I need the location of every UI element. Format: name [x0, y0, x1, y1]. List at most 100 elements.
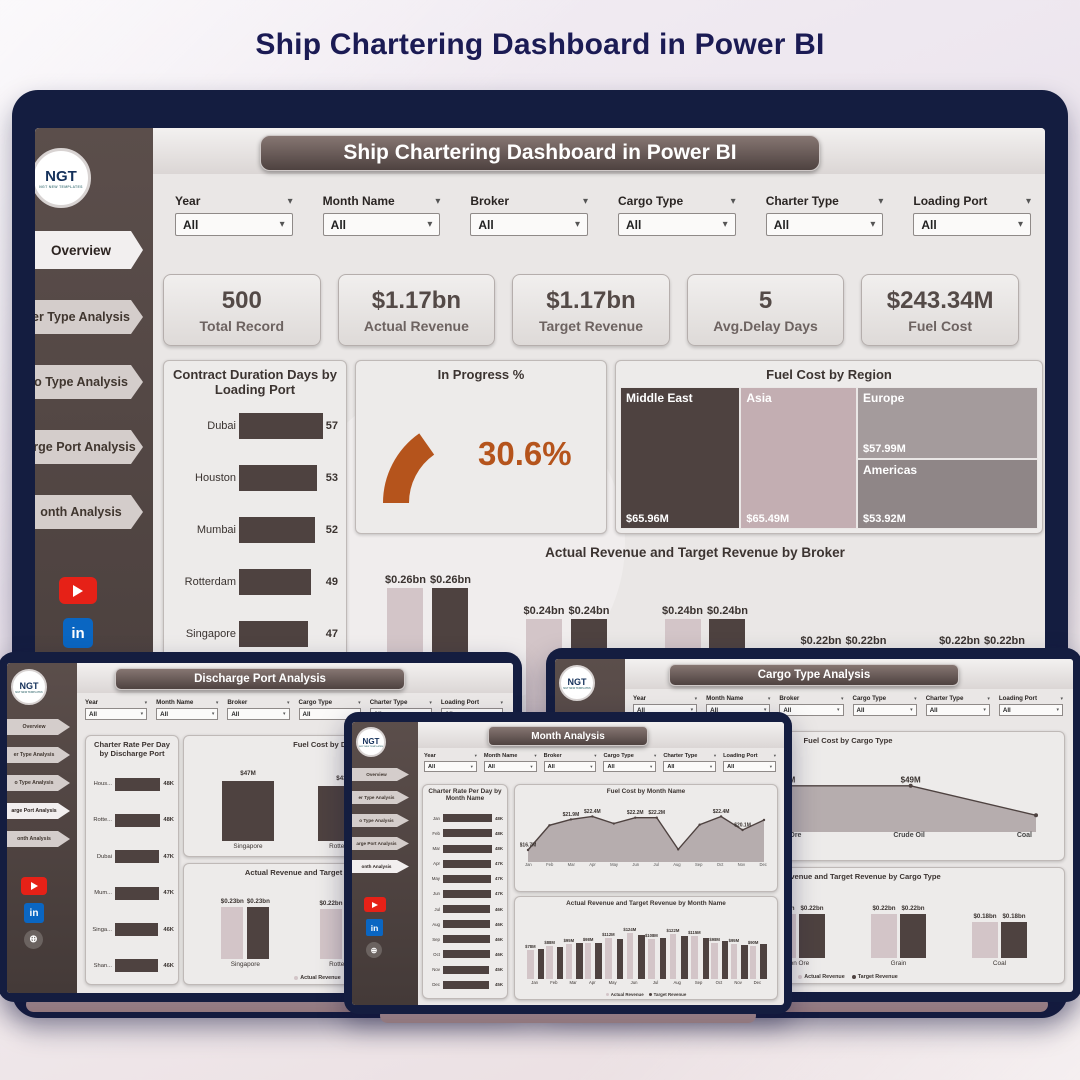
- bar[interactable]: [730, 943, 738, 979]
- filter-dropdown[interactable]: All ▾: [913, 213, 1032, 236]
- nav-item[interactable]: o Type Analysis: [352, 814, 409, 827]
- bar[interactable]: [115, 923, 159, 937]
- filter-dropdown[interactable]: All ▾: [765, 213, 884, 236]
- bar[interactable]: [605, 937, 612, 979]
- nav-item[interactable]: o Type Analysis: [7, 775, 70, 791]
- nav-item[interactable]: onth Analysis: [35, 495, 143, 529]
- bar[interactable]: [972, 922, 998, 958]
- nav-item[interactable]: Overview: [7, 719, 70, 735]
- bar[interactable]: [576, 943, 583, 979]
- bar[interactable]: [443, 859, 491, 868]
- bar[interactable]: [221, 907, 244, 959]
- filter-dropdown[interactable]: All ▾: [723, 761, 776, 772]
- linkedin-icon[interactable]: in: [366, 919, 383, 936]
- bar[interactable]: [443, 889, 491, 898]
- filter-dropdown[interactable]: All ▾: [322, 213, 441, 236]
- bar[interactable]: [691, 936, 698, 979]
- bar[interactable]: [749, 945, 757, 979]
- bar[interactable]: [648, 939, 655, 979]
- bar[interactable]: [659, 937, 667, 979]
- bar[interactable]: [443, 874, 491, 883]
- bar[interactable]: [443, 950, 490, 959]
- globe-icon[interactable]: ⊕: [24, 930, 43, 949]
- bar[interactable]: [443, 844, 492, 853]
- bar[interactable]: [616, 939, 624, 979]
- bar[interactable]: [239, 517, 316, 543]
- nav-item[interactable]: onth Analysis: [7, 831, 70, 847]
- nav-item[interactable]: arge Port Analysis: [352, 837, 409, 850]
- nav-item[interactable]: er Type Analysis: [352, 791, 409, 804]
- bar[interactable]: [115, 777, 161, 791]
- nav-item[interactable]: Overview: [35, 231, 143, 269]
- bar[interactable]: [239, 569, 311, 595]
- bar[interactable]: [527, 950, 534, 979]
- filter-dropdown[interactable]: All ▾: [779, 704, 844, 716]
- bar[interactable]: [443, 814, 492, 823]
- nav-item[interactable]: arge Port Analysis: [35, 430, 143, 464]
- bar[interactable]: [556, 947, 564, 979]
- treemap-cell[interactable]: Asia $65.49M: [740, 387, 857, 529]
- bar[interactable]: [721, 941, 729, 979]
- nav-item[interactable]: er Type Analysis: [35, 300, 143, 334]
- filter-dropdown[interactable]: All ▾: [156, 708, 219, 720]
- filter-dropdown[interactable]: All ▾: [925, 704, 990, 716]
- bar[interactable]: [681, 935, 688, 979]
- filter-dropdown[interactable]: All ▾: [424, 761, 477, 772]
- bar[interactable]: [239, 621, 309, 647]
- bar[interactable]: [443, 965, 489, 974]
- bar[interactable]: [443, 980, 489, 989]
- nav-item[interactable]: o Type Analysis: [35, 365, 143, 399]
- bar[interactable]: [443, 905, 490, 913]
- filter-dropdown[interactable]: All ▾: [483, 761, 537, 772]
- filter-dropdown[interactable]: All ▾: [85, 708, 148, 720]
- linkedin-icon[interactable]: in: [24, 903, 44, 923]
- bar[interactable]: [239, 413, 323, 439]
- bar[interactable]: [239, 465, 317, 491]
- bar[interactable]: [115, 959, 159, 973]
- globe-icon[interactable]: ⊕: [366, 942, 382, 958]
- bar[interactable]: [626, 933, 634, 979]
- bar[interactable]: [584, 942, 592, 979]
- youtube-icon[interactable]: [21, 877, 47, 895]
- youtube-icon[interactable]: [59, 577, 97, 604]
- bar[interactable]: [546, 946, 553, 979]
- linkedin-icon[interactable]: in: [63, 618, 93, 648]
- bar[interactable]: [222, 781, 274, 841]
- bar[interactable]: [702, 938, 710, 979]
- treemap-cell[interactable]: Middle East $65.96M: [620, 387, 741, 529]
- filter-dropdown[interactable]: All ▾: [998, 704, 1064, 716]
- bar[interactable]: [871, 914, 897, 958]
- bar[interactable]: [595, 943, 602, 979]
- bar[interactable]: [711, 942, 718, 979]
- treemap-cell[interactable]: Americas $53.92M: [857, 458, 1038, 529]
- bar[interactable]: [900, 914, 926, 958]
- filter-dropdown[interactable]: All ▾: [618, 213, 736, 236]
- bar[interactable]: [443, 935, 490, 944]
- nav-item[interactable]: er Type Analysis: [7, 747, 70, 763]
- bar[interactable]: [638, 935, 645, 979]
- bar[interactable]: [247, 907, 270, 959]
- nav-item[interactable]: onth Analysis: [352, 860, 409, 873]
- bar[interactable]: [443, 829, 492, 838]
- nav-item[interactable]: Overview: [352, 768, 409, 781]
- treemap-cell[interactable]: Europe $57.99M: [857, 387, 1038, 459]
- bar[interactable]: [115, 886, 160, 900]
- bar[interactable]: [741, 944, 748, 979]
- bar[interactable]: [565, 943, 573, 979]
- bar[interactable]: [537, 949, 545, 979]
- filter-dropdown[interactable]: All ▾: [852, 704, 917, 716]
- filter-dropdown[interactable]: All ▾: [603, 761, 657, 772]
- bar[interactable]: [115, 850, 160, 864]
- bar[interactable]: [1001, 922, 1027, 958]
- bar[interactable]: [760, 944, 767, 979]
- youtube-icon[interactable]: [364, 897, 386, 912]
- filter-dropdown[interactable]: All ▾: [227, 708, 290, 720]
- bar[interactable]: [799, 914, 825, 958]
- nav-item[interactable]: arge Port Analysis: [7, 803, 70, 819]
- filter-dropdown[interactable]: All ▾: [175, 213, 293, 236]
- filter-dropdown[interactable]: All ▾: [663, 761, 717, 772]
- bar[interactable]: [319, 909, 342, 959]
- bar[interactable]: [443, 920, 490, 929]
- bar[interactable]: [115, 813, 161, 827]
- filter-dropdown[interactable]: All ▾: [470, 213, 589, 236]
